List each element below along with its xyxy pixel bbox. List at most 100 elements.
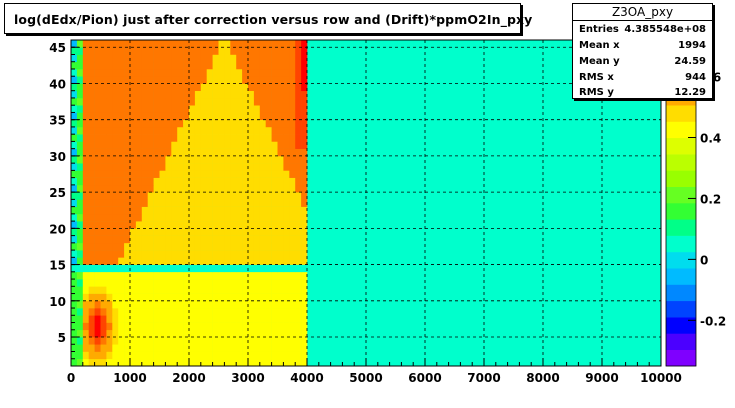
- heatmap-cell: [76, 286, 84, 294]
- heatmap-cell: [71, 112, 78, 120]
- heatmap-cell: [230, 264, 237, 273]
- heatmap-cell: [130, 141, 137, 149]
- heatmap-cell: [112, 358, 119, 367]
- heatmap-cell: [301, 184, 308, 193]
- palette-swatch: [666, 268, 696, 285]
- heatmap-cell: [277, 308, 284, 316]
- heatmap-cell: [218, 358, 225, 367]
- heatmap-cell: [183, 148, 190, 157]
- heatmap-cell: [82, 293, 89, 302]
- heatmap-cell: [200, 76, 207, 84]
- heatmap-cell: [124, 155, 131, 164]
- heatmap-cell: [295, 351, 302, 360]
- heatmap-cell: [206, 199, 213, 207]
- heatmap-cell: [218, 279, 225, 287]
- heatmap-cell: [242, 199, 249, 207]
- heatmap-cell: [171, 286, 178, 294]
- heatmap-cell: [124, 141, 131, 149]
- heatmap-cell: [71, 221, 78, 229]
- heatmap-cell: [177, 358, 184, 367]
- heatmap-cell: [277, 221, 284, 229]
- palette-swatch: [666, 219, 696, 236]
- heatmap-cell: [189, 61, 196, 70]
- heatmap-cell: [242, 163, 249, 171]
- heatmap-cell: [295, 279, 302, 287]
- heatmap-cell: [177, 228, 184, 236]
- heatmap-cell: [236, 300, 243, 309]
- heatmap-cell: [106, 271, 113, 280]
- heatmap-cell: [200, 97, 207, 106]
- heatmap-cell: [248, 271, 255, 280]
- heatmap-cell: [283, 47, 290, 55]
- heatmap-cell: [88, 112, 95, 120]
- heatmap-cell: [88, 199, 95, 207]
- heatmap-cell: [100, 141, 107, 149]
- heatmap-cell: [159, 126, 166, 135]
- heatmap-cell: [147, 271, 154, 280]
- heatmap-cell: [118, 184, 125, 193]
- heatmap-cell: [165, 351, 172, 360]
- heatmap-cell: [277, 192, 284, 200]
- heatmap-cell: [206, 155, 213, 164]
- heatmap-cell: [283, 184, 290, 193]
- heatmap-cell: [189, 257, 196, 265]
- heatmap-cell: [283, 257, 290, 265]
- heatmap-cell: [88, 308, 95, 316]
- heatmap-cell: [295, 206, 302, 215]
- heatmap-cell: [171, 221, 178, 229]
- heatmap-cell: [189, 177, 196, 186]
- heatmap-cell: [265, 235, 272, 244]
- palette-swatch: [666, 300, 696, 318]
- heatmap-cell: [200, 206, 207, 215]
- heatmap-cell: [130, 257, 137, 265]
- heatmap-cell: [153, 90, 160, 99]
- heatmap-cell: [165, 61, 172, 70]
- heatmap-cell: [248, 47, 255, 55]
- heatmap-cell: [224, 293, 231, 302]
- heatmap-cell: [159, 155, 166, 164]
- heatmap-cell: [301, 134, 308, 142]
- heatmap-cell: [112, 308, 119, 316]
- heatmap-cell: [94, 293, 101, 302]
- heatmap-cell: [76, 213, 84, 222]
- heatmap-cell: [135, 322, 143, 331]
- heatmap-cell: [147, 105, 154, 113]
- heatmap-cell: [141, 177, 148, 186]
- heatmap-cell: [271, 141, 278, 149]
- heatmap-cell: [289, 279, 296, 287]
- heatmap-cell: [147, 293, 154, 302]
- heatmap-cell: [94, 177, 101, 186]
- heatmap-cell: [248, 61, 255, 70]
- heatmap-cell: [124, 177, 131, 186]
- heatmap-cell: [301, 90, 308, 99]
- heatmap-cell: [242, 315, 249, 323]
- heatmap-cell: [88, 322, 95, 331]
- heatmap-cell: [253, 344, 261, 352]
- heatmap-cell: [242, 228, 249, 236]
- heatmap-cell: [165, 68, 172, 77]
- heatmap-cell: [183, 61, 190, 70]
- heatmap-cell: [289, 184, 296, 193]
- heatmap-cell: [265, 83, 272, 92]
- heatmap-cell: [76, 141, 84, 149]
- heatmap-cell: [295, 242, 302, 251]
- heatmap-cell: [165, 264, 172, 273]
- heatmap-cell: [106, 148, 113, 157]
- heatmap-cell: [171, 126, 178, 135]
- heatmap-cell: [265, 358, 272, 367]
- heatmap-cell: [135, 315, 143, 323]
- heatmap-cell: [301, 300, 308, 309]
- heatmap-cell: [153, 286, 160, 294]
- heatmap-cell: [289, 271, 296, 280]
- heatmap-cell: [118, 315, 125, 323]
- heatmap-cell: [159, 213, 166, 222]
- heatmap-cell: [194, 228, 202, 236]
- heatmap-cell: [259, 351, 266, 360]
- heatmap-cell: [189, 68, 196, 77]
- heatmap-cell: [259, 257, 266, 265]
- heatmap-cell: [301, 119, 308, 128]
- palette-tick-label: -0.2: [700, 314, 726, 328]
- heatmap-cell: [71, 199, 78, 207]
- heatmap-cell: [124, 264, 131, 273]
- heatmap-cell: [177, 148, 184, 157]
